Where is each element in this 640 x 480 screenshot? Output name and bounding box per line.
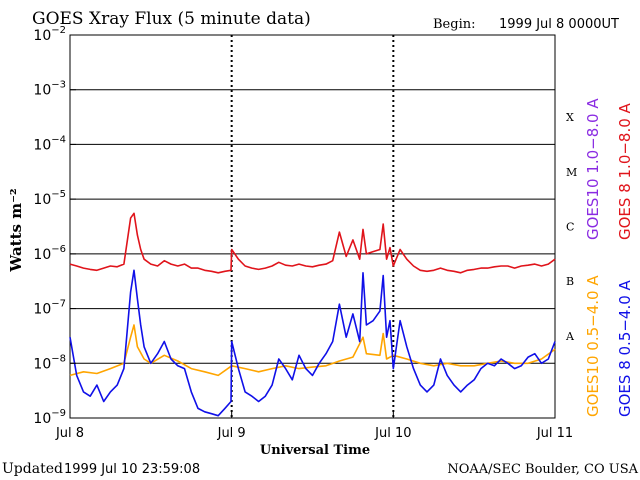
data-series xyxy=(69,212,556,417)
updated-value: 1999 Jul 10 23:59:08 xyxy=(64,462,200,477)
flare-class-labels: X M C B A xyxy=(565,111,577,343)
legend-entry: GOES10 0.5−4.0 A xyxy=(584,275,602,417)
flare-class-label: A xyxy=(565,330,575,343)
y-tick-label: 10−6 xyxy=(33,244,66,263)
y-axis-label: Watts m⁻² xyxy=(7,188,25,272)
y-tick-label: 10−8 xyxy=(33,353,66,372)
series-line xyxy=(69,212,556,274)
begin-value: 1999 Jul 8 0000UT xyxy=(499,17,619,32)
updated-label: Updated xyxy=(2,461,63,477)
series-line xyxy=(69,269,556,417)
y-tick-label: 10−4 xyxy=(33,134,66,153)
y-tick-label: 10−2 xyxy=(33,25,66,44)
flare-class-label: C xyxy=(566,221,574,234)
x-tick-label: Jul 9 xyxy=(217,426,246,441)
begin-label: Begin: xyxy=(433,17,475,32)
y-tick-label: 10−3 xyxy=(33,80,66,99)
y-axis-ticks: 10−2 10−3 10−4 10−5 10−6 10−7 10−8 10−9 xyxy=(33,25,76,427)
x-tick-label: Jul 10 xyxy=(374,426,411,441)
x-axis-label: Universal Time xyxy=(260,443,370,458)
x-tick-label: Jul 8 xyxy=(55,426,84,441)
legend-entry: GOES 8 0.5−4.0 A xyxy=(616,279,634,417)
legend: GOES10 1.0−8.0 A GOES 8 1.0−8.0 A GOES10 0… xyxy=(584,98,634,417)
flare-class-label: B xyxy=(566,275,574,288)
flare-class-label: X xyxy=(566,111,574,124)
y-tick-label: 10−9 xyxy=(33,408,66,427)
x-axis-ticks: Jul 8 Jul 9 Jul 10 Jul 11 xyxy=(55,412,573,441)
x-tick-label: Jul 11 xyxy=(536,426,573,441)
legend-entry: GOES10 1.0−8.0 A xyxy=(584,98,602,240)
y-tick-label: 10−7 xyxy=(33,299,66,318)
chart-title: GOES Xray Flux (5 minute data) xyxy=(32,9,311,29)
flare-class-label: M xyxy=(566,166,577,179)
grid-lines xyxy=(70,35,555,418)
plot-frame xyxy=(69,34,556,419)
series-line xyxy=(69,324,556,377)
legend-entry: GOES 8 1.0−8.0 A xyxy=(616,102,634,240)
credit-text: NOAA/SEC Boulder, CO USA xyxy=(447,462,638,477)
y-tick-label: 10−5 xyxy=(33,189,66,208)
